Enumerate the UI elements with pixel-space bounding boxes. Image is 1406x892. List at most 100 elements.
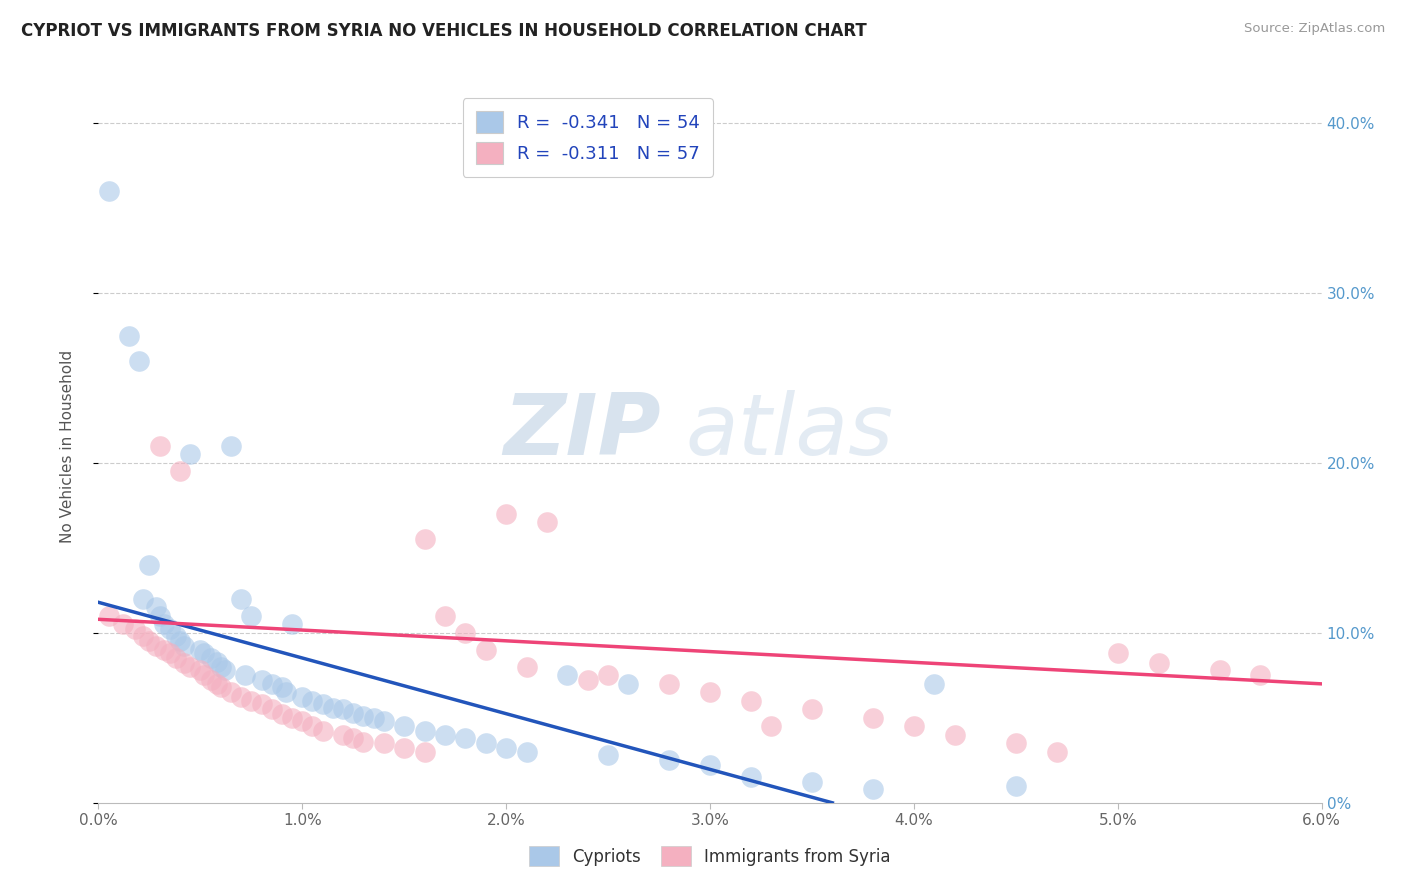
Point — [413, 724, 436, 739]
Point — [132, 629, 155, 643]
Point — [617, 677, 640, 691]
Point — [193, 646, 215, 660]
Point — [433, 608, 456, 623]
Point — [322, 700, 344, 714]
Point — [301, 694, 323, 708]
Point — [740, 694, 762, 708]
Point — [260, 677, 283, 691]
Point — [188, 643, 212, 657]
Point — [801, 775, 824, 789]
Point — [1249, 668, 1271, 682]
Point — [149, 439, 172, 453]
Point — [862, 711, 884, 725]
Point — [128, 354, 150, 368]
Text: atlas: atlas — [686, 390, 894, 474]
Point — [173, 640, 195, 654]
Point — [229, 690, 253, 705]
Point — [111, 617, 134, 632]
Point — [903, 719, 925, 733]
Point — [260, 702, 283, 716]
Point — [229, 591, 253, 606]
Point — [658, 677, 681, 691]
Point — [301, 719, 323, 733]
Point — [373, 714, 395, 729]
Point — [658, 753, 681, 767]
Point — [250, 698, 273, 712]
Point — [413, 745, 436, 759]
Point — [1004, 779, 1026, 793]
Point — [179, 448, 201, 462]
Point — [332, 702, 354, 716]
Point — [138, 634, 160, 648]
Point — [118, 328, 141, 343]
Point — [699, 685, 721, 699]
Point — [165, 629, 187, 643]
Point — [555, 668, 579, 682]
Point — [188, 663, 212, 677]
Point — [311, 698, 335, 712]
Point — [759, 719, 782, 733]
Point — [233, 668, 256, 682]
Point — [145, 640, 167, 654]
Point — [740, 770, 762, 784]
Point — [138, 558, 160, 572]
Text: Source: ZipAtlas.com: Source: ZipAtlas.com — [1244, 22, 1385, 36]
Point — [97, 184, 120, 198]
Point — [392, 741, 416, 756]
Point — [352, 709, 374, 723]
Point — [145, 600, 167, 615]
Point — [193, 668, 215, 682]
Point — [219, 685, 242, 699]
Point — [1147, 657, 1170, 671]
Point — [862, 782, 884, 797]
Point — [124, 623, 146, 637]
Point — [342, 706, 364, 720]
Point — [250, 673, 273, 688]
Point — [1045, 745, 1067, 759]
Point — [214, 663, 236, 677]
Point — [209, 660, 232, 674]
Point — [454, 731, 477, 746]
Point — [1107, 646, 1129, 660]
Legend: Cypriots, Immigrants from Syria: Cypriots, Immigrants from Syria — [523, 839, 897, 873]
Point — [495, 507, 517, 521]
Point — [801, 702, 824, 716]
Point — [352, 734, 374, 748]
Point — [536, 516, 558, 530]
Point — [200, 651, 222, 665]
Point — [165, 651, 187, 665]
Point — [159, 623, 181, 637]
Point — [209, 680, 232, 694]
Point — [169, 465, 191, 479]
Point — [179, 660, 201, 674]
Text: ZIP: ZIP — [503, 390, 661, 474]
Point — [515, 660, 537, 674]
Point — [219, 439, 242, 453]
Point — [392, 719, 416, 733]
Point — [454, 626, 477, 640]
Point — [149, 608, 172, 623]
Point — [240, 694, 263, 708]
Point — [1208, 663, 1230, 677]
Point — [596, 748, 619, 763]
Point — [342, 731, 364, 746]
Point — [240, 608, 263, 623]
Point — [433, 728, 456, 742]
Point — [495, 741, 517, 756]
Text: CYPRIOT VS IMMIGRANTS FROM SYRIA NO VEHICLES IN HOUSEHOLD CORRELATION CHART: CYPRIOT VS IMMIGRANTS FROM SYRIA NO VEHI… — [21, 22, 868, 40]
Y-axis label: No Vehicles in Household: No Vehicles in Household — [60, 350, 75, 542]
Point — [363, 711, 385, 725]
Point — [152, 617, 174, 632]
Point — [169, 634, 191, 648]
Point — [205, 677, 228, 691]
Point — [159, 646, 181, 660]
Point — [373, 736, 395, 750]
Point — [270, 680, 292, 694]
Point — [311, 724, 335, 739]
Point — [332, 728, 354, 742]
Point — [474, 643, 498, 657]
Point — [132, 591, 155, 606]
Point — [474, 736, 498, 750]
Point — [200, 673, 222, 688]
Point — [281, 617, 304, 632]
